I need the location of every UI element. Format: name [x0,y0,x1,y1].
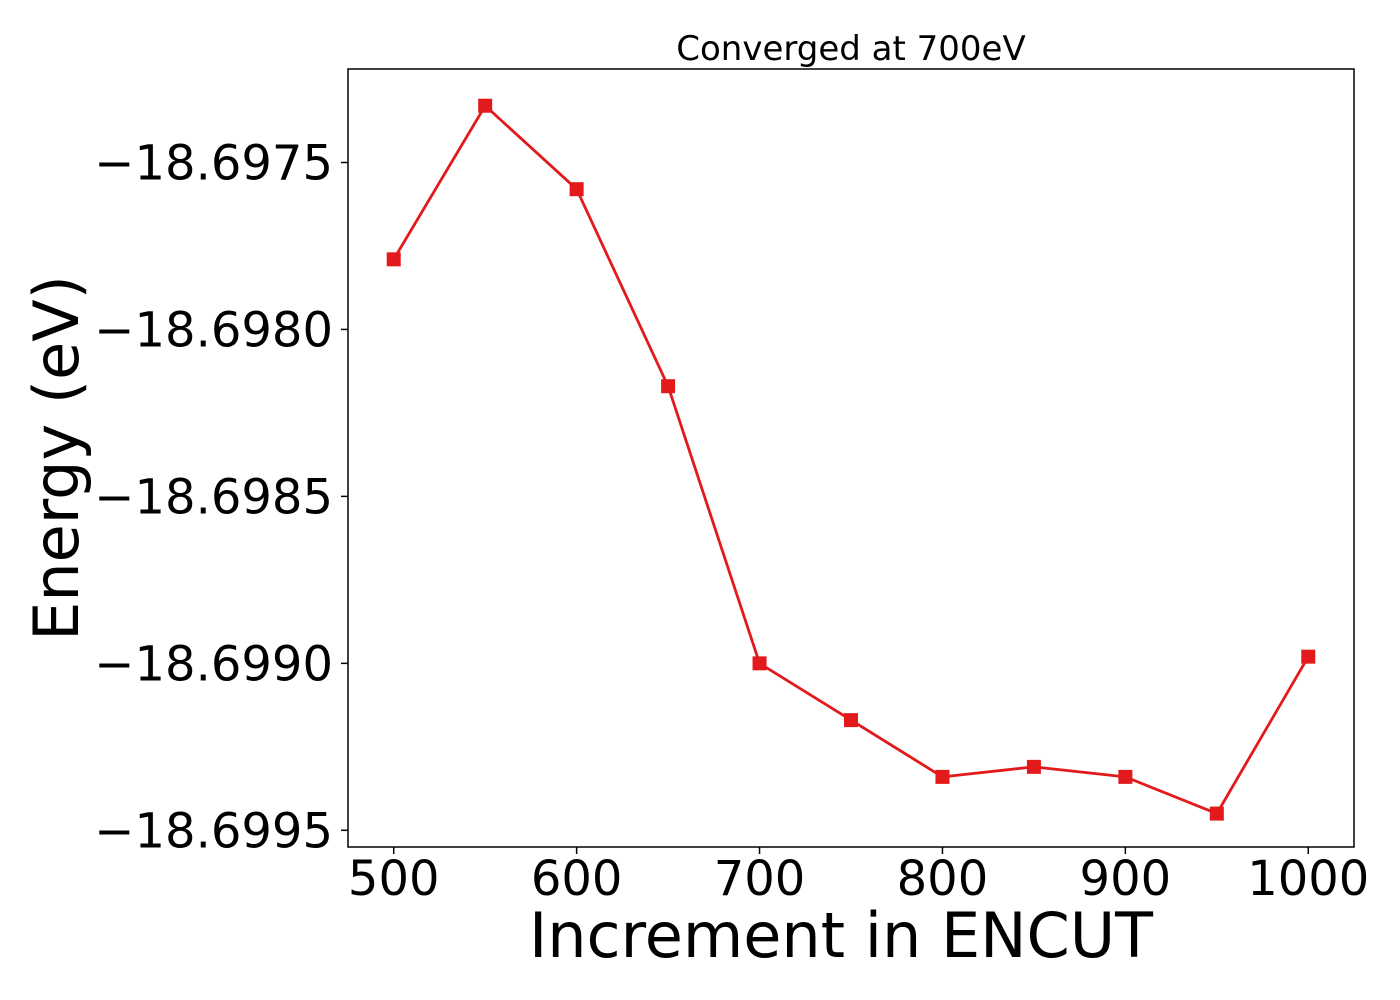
x-tick-label: 1000 [1247,851,1369,907]
data-point [1209,806,1224,821]
x-axis: 500 600 700 800 900 1000 [348,847,1369,907]
series-line [392,104,1310,816]
data-point [478,98,493,113]
data-point [752,656,767,671]
y-tick-label: −18.6990 [94,636,333,692]
data-point [661,379,676,394]
data-point [1301,649,1316,664]
y-tick-label: −18.6985 [94,469,333,525]
y-axis: −18.6975 −18.6980 −18.6985 −18.6990 −18.6995 [94,135,348,859]
data-point [935,769,950,784]
x-tick-label: 800 [897,851,989,907]
y-tick-label: −18.6975 [94,135,333,191]
data-point [1026,759,1041,774]
y-axis-label: Energy (eV) [20,275,93,641]
x-tick-label: 900 [1080,851,1172,907]
x-tick-label: 600 [531,851,623,907]
data-point [844,713,858,728]
x-tick-label: 500 [348,851,440,907]
data-point [1118,769,1133,784]
data-point [386,252,401,267]
plot-layer [386,98,1316,821]
x-axis-label: Increment in ENCUT [529,899,1154,972]
data-point [569,182,584,197]
y-tick-label: −18.6980 [94,302,333,358]
chart-title: Converged at 700eV [676,29,1025,69]
x-tick-label: 700 [714,851,806,907]
plot-frame [347,68,1355,848]
y-tick-label: −18.6995 [94,803,333,859]
